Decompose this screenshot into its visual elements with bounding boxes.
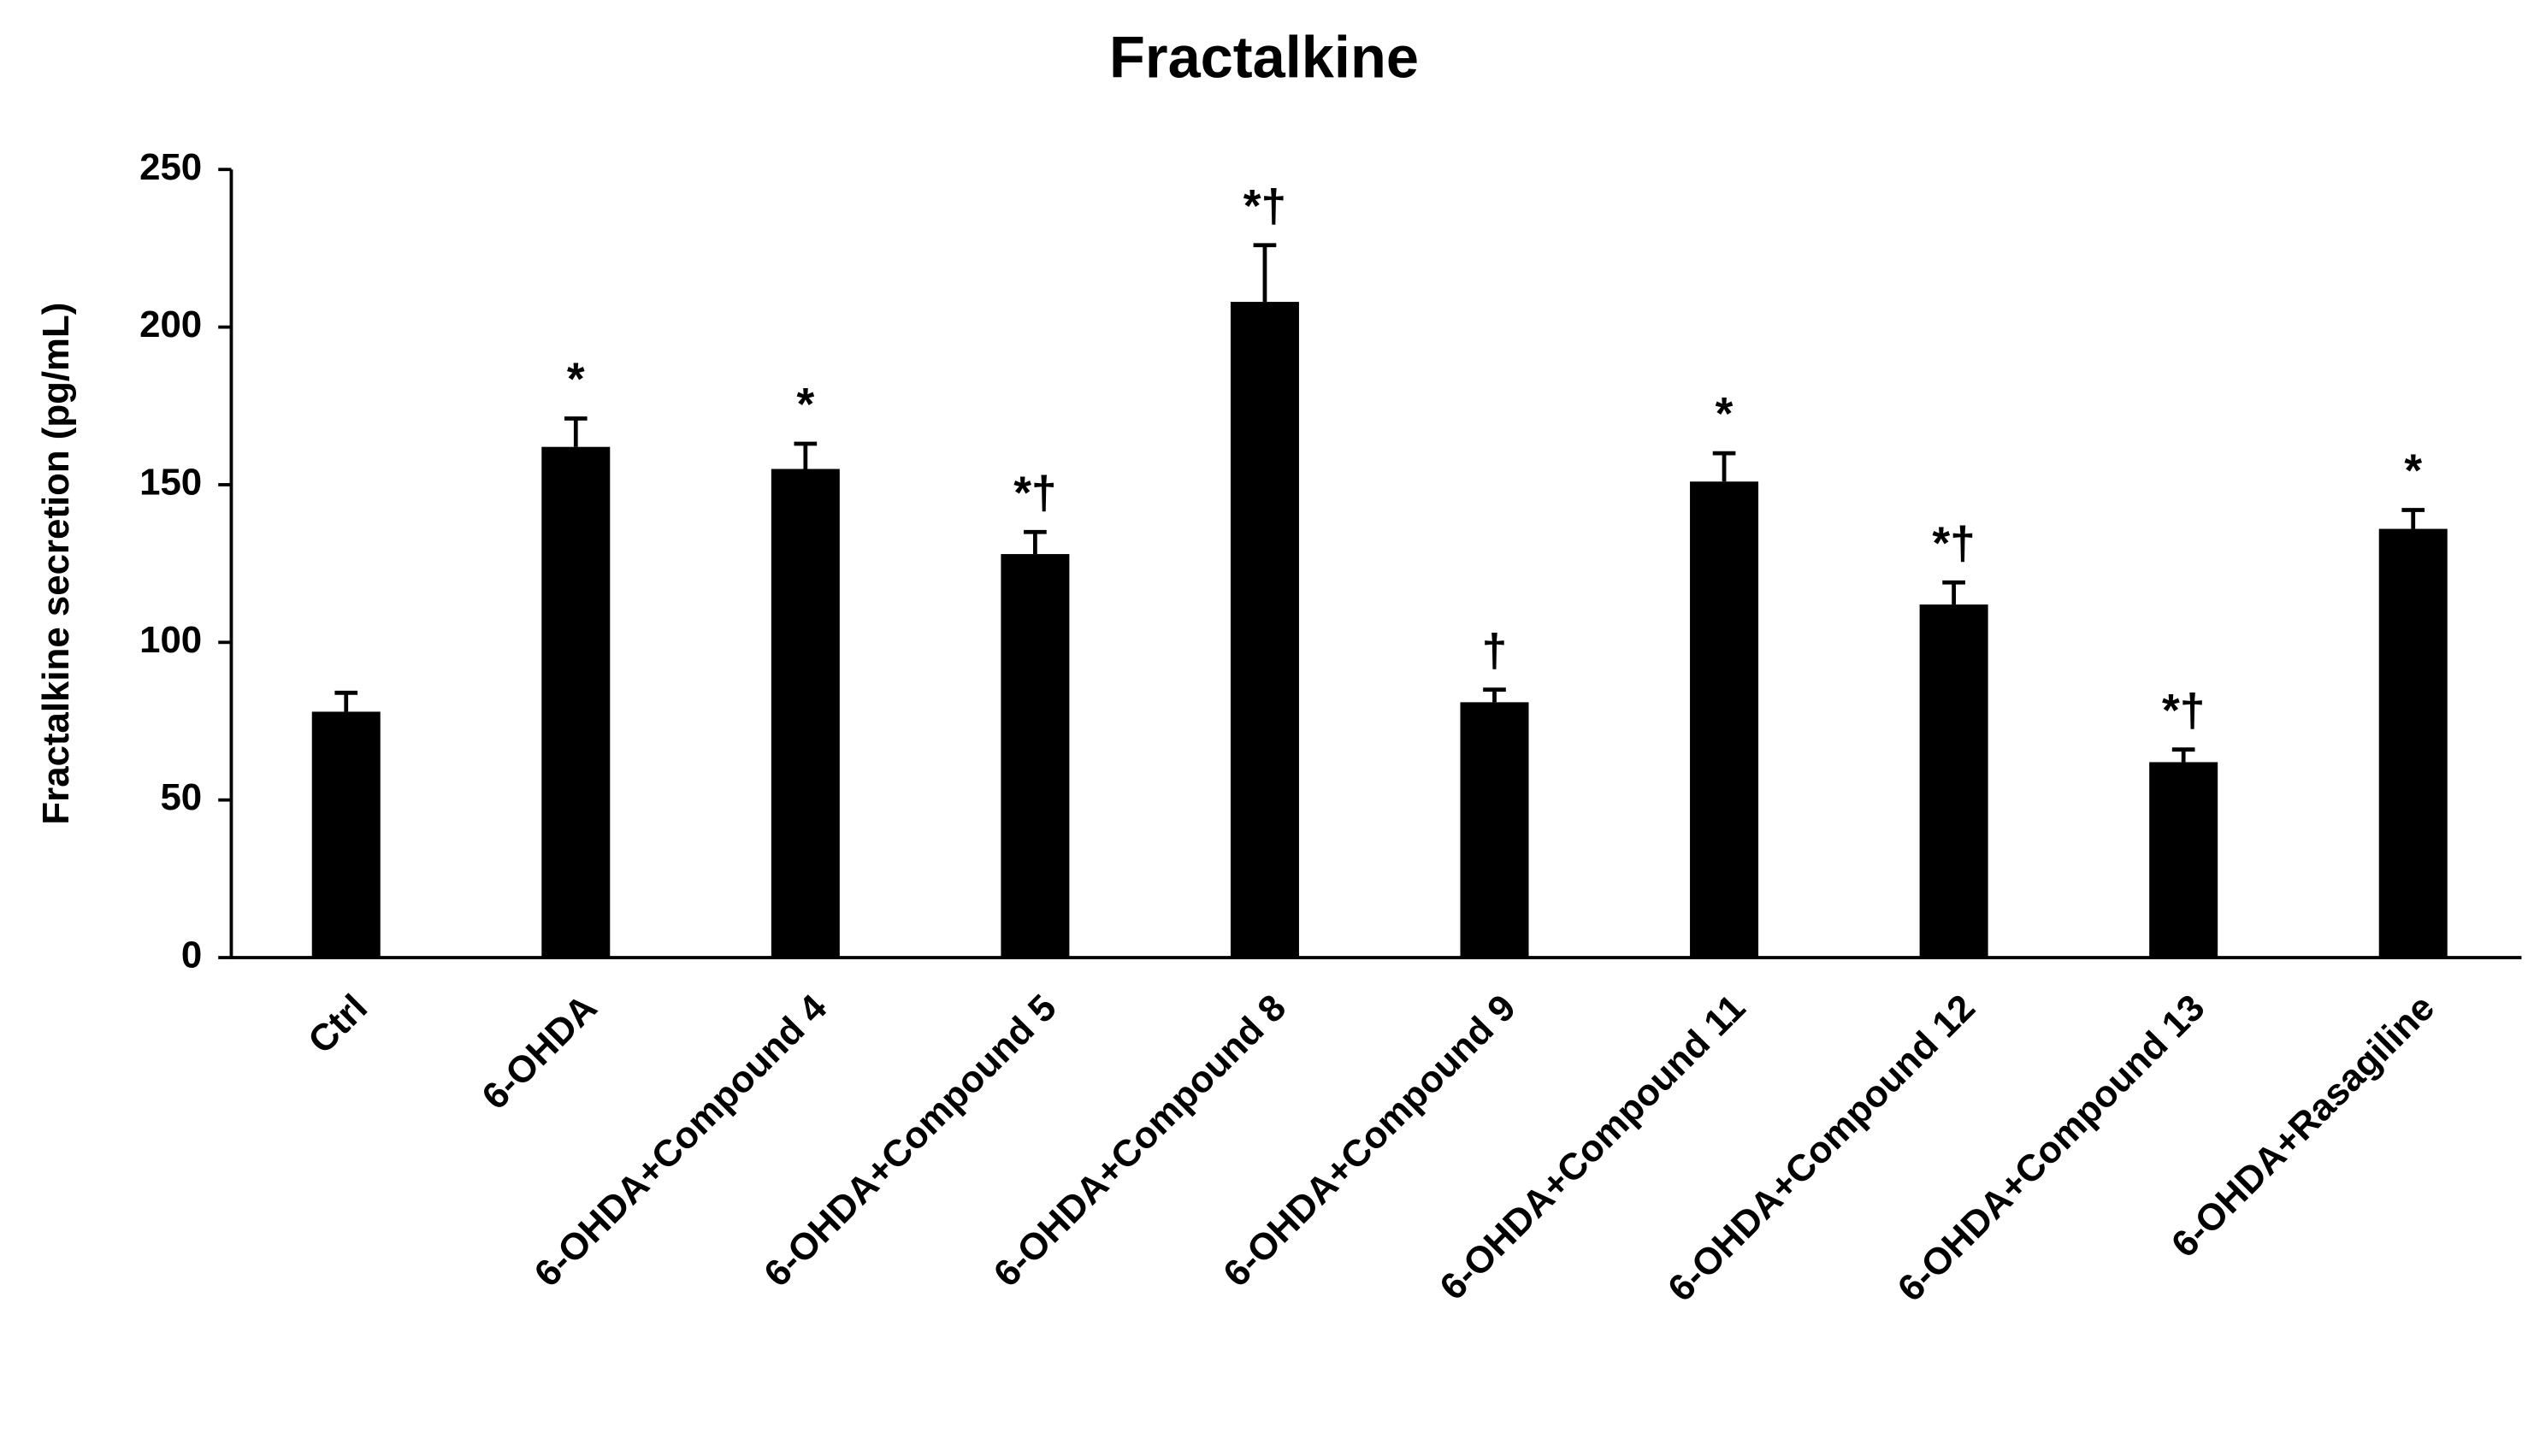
significance-label: *: [1716, 389, 1734, 439]
bar: [1690, 481, 1759, 958]
x-tick-label: 6-OHDA: [474, 987, 605, 1117]
y-tick-label: 50: [160, 776, 202, 818]
significance-label: *†: [1932, 518, 1975, 569]
bar: [541, 446, 611, 958]
significance-label: *: [2404, 446, 2422, 497]
bar: [771, 469, 840, 958]
y-tick-label: 100: [139, 619, 202, 661]
significance-label: *†: [2162, 686, 2205, 736]
significance-label: *†: [1013, 468, 1056, 518]
bar: [2149, 762, 2218, 958]
significance-label: *: [796, 380, 814, 430]
bar: [311, 711, 381, 958]
significance-label: *†: [1243, 181, 1286, 232]
significance-label: †: [1482, 626, 1508, 676]
y-tick-label: 0: [181, 934, 202, 976]
significance-label: *: [567, 355, 585, 405]
y-axis-label: Fractalkine secretion (pg/mL): [35, 303, 77, 825]
y-tick-label: 150: [139, 462, 202, 504]
x-tick-label: 6-OHDA+Rasagiline: [2164, 987, 2442, 1265]
bar: [1460, 702, 1529, 958]
x-tick-label: Ctrl: [300, 987, 375, 1062]
bar: [1230, 302, 1299, 958]
bar: [1919, 604, 1988, 958]
y-tick-label: 250: [139, 146, 202, 188]
bar: [2378, 528, 2448, 958]
y-tick-label: 200: [139, 304, 202, 345]
bar: [1001, 554, 1070, 958]
chart-title: Fractalkine: [1109, 25, 1419, 91]
